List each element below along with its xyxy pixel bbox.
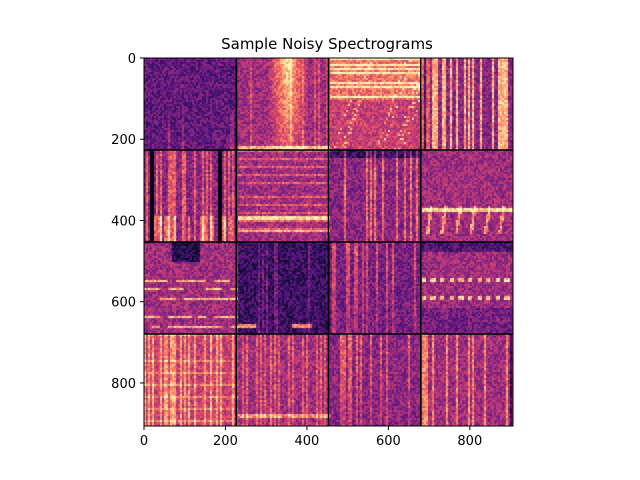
y-tick-label: 600	[111, 296, 136, 311]
y-tick-label: 400	[111, 214, 136, 229]
y-tick-label: 0	[128, 52, 136, 67]
x-tick-label: 0	[140, 434, 148, 449]
x-tick-label: 600	[376, 434, 401, 449]
axes: 0 200 400 600 800 0 200 400 600 800	[111, 52, 514, 449]
y-tick-label: 800	[111, 377, 136, 392]
x-tick-label: 800	[457, 434, 482, 449]
y-tick-label: 200	[111, 133, 136, 148]
x-tick-label: 400	[294, 434, 319, 449]
spectrogram-grid-image	[144, 58, 513, 426]
x-tick-label: 200	[213, 434, 238, 449]
chart-title: Sample Noisy Spectrograms	[221, 35, 433, 53]
axes-frame	[143, 57, 514, 427]
